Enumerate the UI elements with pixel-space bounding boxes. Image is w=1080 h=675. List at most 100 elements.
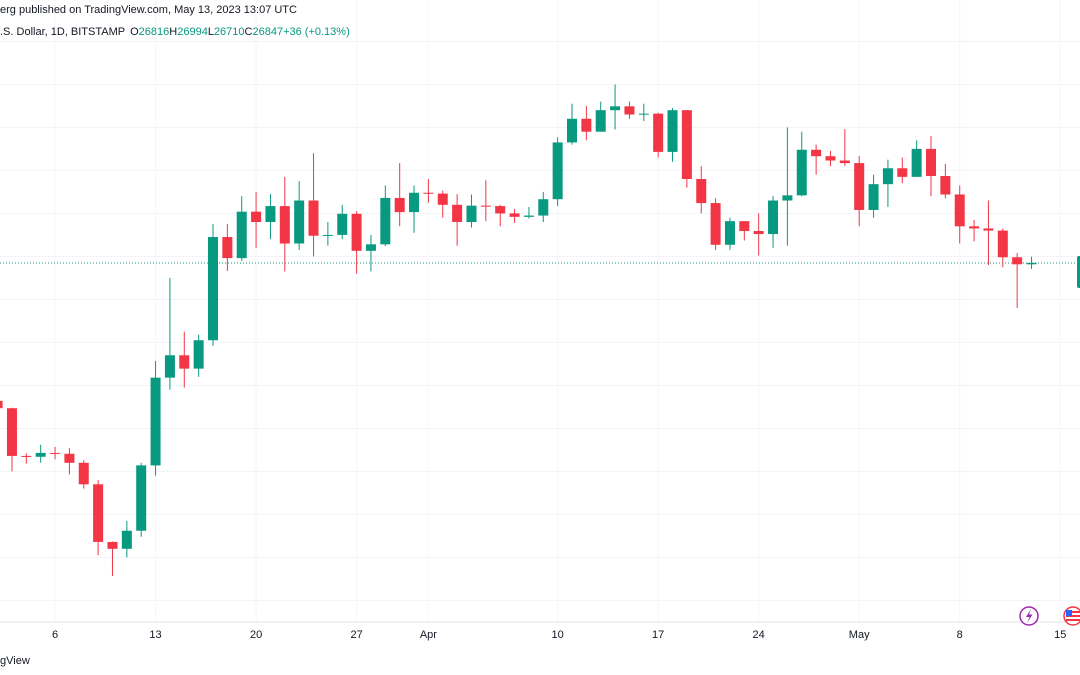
candle-body xyxy=(897,168,908,177)
candle-body xyxy=(926,148,936,176)
legend-line: .S. Dollar, 1D, BITSTAMP O26816H26994L267… xyxy=(0,26,350,38)
candle-body xyxy=(64,453,75,463)
events-icon[interactable] xyxy=(1063,606,1080,626)
candle-body xyxy=(265,206,276,222)
candle-body xyxy=(753,231,764,235)
candle-body xyxy=(768,200,779,235)
candle-body xyxy=(452,204,463,222)
candle-body xyxy=(6,408,17,456)
candle-body xyxy=(1026,262,1037,265)
candle-body xyxy=(21,455,32,457)
candle-body xyxy=(466,205,477,222)
candle-body xyxy=(825,156,836,161)
candle-body xyxy=(595,110,606,132)
icon-canton xyxy=(1066,610,1072,616)
icon-stripe xyxy=(1066,619,1080,621)
x-tick-label: 27 xyxy=(350,629,362,641)
candle-body xyxy=(509,213,520,217)
candle-body xyxy=(136,465,147,531)
candle-body xyxy=(351,213,362,251)
ohlc-value: 26710 xyxy=(213,26,245,38)
candle-body xyxy=(911,148,922,177)
x-tick-label: 15 xyxy=(1054,629,1066,641)
ohlc-value: 26847 xyxy=(252,26,284,38)
ohlc-label: L xyxy=(207,26,214,38)
candle-body xyxy=(710,203,721,245)
candle-body xyxy=(954,194,965,227)
icon-stripe xyxy=(1066,611,1080,613)
publisher: erg published on TradingView.com, May 13… xyxy=(0,4,297,16)
candle-body xyxy=(0,400,3,409)
candle-body xyxy=(35,452,46,457)
candle-body xyxy=(78,462,89,485)
x-tick-label: 8 xyxy=(957,629,963,641)
candle-body xyxy=(308,200,319,236)
candle-body xyxy=(279,206,290,244)
candle-body xyxy=(164,355,175,378)
candle-body xyxy=(179,355,190,369)
ohlc-label: H xyxy=(169,26,178,38)
alert-icon[interactable] xyxy=(1019,606,1039,626)
candle-body xyxy=(1012,257,1023,265)
candle-body xyxy=(107,541,118,549)
candle-body xyxy=(638,113,649,115)
candle-body xyxy=(251,211,262,222)
candle-body xyxy=(969,226,980,229)
ohlc-value: 26994 xyxy=(177,26,208,38)
x-tick-label: May xyxy=(849,629,870,641)
icon-bolt xyxy=(1026,609,1033,623)
candle-body xyxy=(997,230,1008,258)
candle-body xyxy=(681,110,692,179)
ohlc-value: 26816 xyxy=(138,26,170,38)
candle-body xyxy=(222,237,233,259)
symbol: .S. Dollar, 1D, BITSTAMP xyxy=(0,26,126,38)
candle-body xyxy=(394,197,405,213)
candle-body xyxy=(567,118,577,143)
grid xyxy=(0,40,1080,601)
ohlc-label: O xyxy=(130,26,139,38)
candle-body xyxy=(322,234,333,236)
candle-body xyxy=(983,228,994,231)
candle-body xyxy=(882,168,893,185)
candle-body xyxy=(150,377,161,466)
candle-body xyxy=(782,195,793,201)
candle-body xyxy=(624,106,635,115)
candle-body xyxy=(940,175,951,195)
change: +36 (+0.13%) xyxy=(283,26,350,38)
x-tick-label: 10 xyxy=(552,629,564,641)
x-tick-label: 6 xyxy=(52,629,58,641)
publisher-line: erg published on TradingView.com, May 13… xyxy=(0,4,297,16)
x-tick-label: 17 xyxy=(652,629,664,641)
x-tick-label: 13 xyxy=(149,629,161,641)
candle-body xyxy=(552,142,563,200)
candle-body xyxy=(495,206,506,214)
candle-body xyxy=(581,118,592,132)
candle-body xyxy=(523,215,534,217)
candle-body xyxy=(739,221,750,232)
candle-body xyxy=(236,211,247,259)
candle-body xyxy=(724,221,735,245)
candle-body xyxy=(294,200,305,244)
candle-body xyxy=(839,160,850,164)
candle-body xyxy=(93,484,104,542)
candle-body xyxy=(409,192,420,213)
x-tick-label: Apr xyxy=(420,629,437,641)
candle-body xyxy=(667,110,678,152)
ohlc-label: C xyxy=(244,26,253,38)
candle-body xyxy=(380,197,391,245)
candle-body xyxy=(193,340,204,369)
candle-body xyxy=(538,199,549,216)
icon-stripe xyxy=(1066,615,1080,617)
candle-body xyxy=(437,193,448,205)
candle-body xyxy=(811,149,822,157)
watermark: gView xyxy=(0,655,30,667)
candle-body xyxy=(610,106,621,111)
candle-body xyxy=(423,192,434,194)
x-tick-label: 24 xyxy=(753,629,765,641)
candles xyxy=(0,84,1037,576)
candle-body xyxy=(796,149,807,196)
x-tick-label: 20 xyxy=(250,629,262,641)
candle-body xyxy=(365,244,376,251)
